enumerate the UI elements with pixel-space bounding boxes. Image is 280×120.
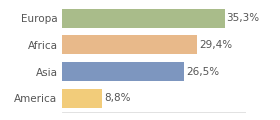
Text: 26,5%: 26,5% [186,67,219,77]
Text: 29,4%: 29,4% [199,40,232,50]
Bar [62,62,184,81]
Bar [62,9,225,28]
Text: 8,8%: 8,8% [104,93,130,103]
Bar [62,89,102,108]
Bar [62,35,197,54]
Text: 35,3%: 35,3% [227,13,260,23]
